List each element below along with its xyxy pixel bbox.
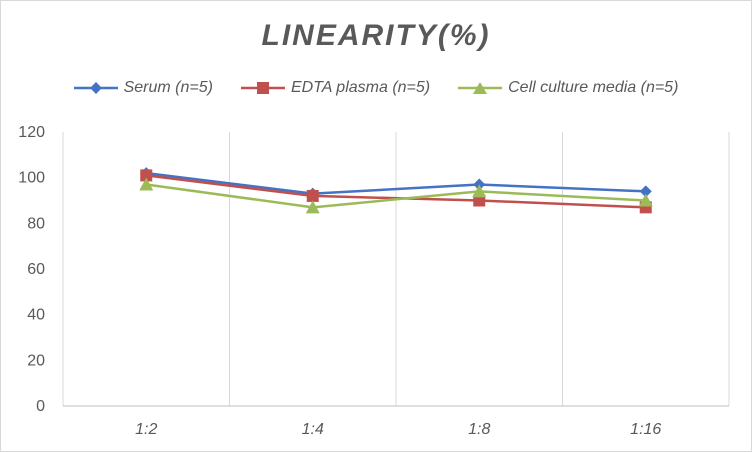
- legend-label-edta-plasma: EDTA plasma (n=5): [290, 79, 431, 96]
- x-tick-label: 1:4: [302, 421, 324, 438]
- data-point: [473, 194, 486, 207]
- y-tick-label: 20: [27, 352, 45, 369]
- y-tick-label: 120: [18, 124, 45, 141]
- legend-label-serum: Serum (n=5): [123, 79, 213, 96]
- legend-item-cell-culture-media: Cell culture media (n=5): [458, 79, 678, 97]
- x-tick-label: 1:16: [630, 421, 661, 438]
- y-tick-label: 40: [27, 307, 45, 324]
- y-tick-label: 100: [18, 170, 45, 187]
- legend-item-edta-plasma: EDTA plasma (n=5): [240, 79, 431, 97]
- legend: Serum (n=5) EDTA plasma (n=5) Cell cultu…: [1, 79, 751, 97]
- data-point: [139, 177, 154, 191]
- y-tick-label: 80: [27, 215, 45, 232]
- series-line: [146, 183, 646, 209]
- legend-marker-cell-culture-media: [458, 82, 503, 94]
- data-point: [472, 184, 487, 198]
- legend-item-serum: Serum (n=5): [73, 79, 213, 97]
- data-point: [305, 200, 320, 214]
- chart-title: LINEARITY(%): [261, 19, 491, 52]
- x-tick-label: 1:8: [468, 421, 490, 438]
- y-tick-label: 0: [36, 398, 45, 415]
- data-point: [306, 189, 319, 202]
- legend-marker-serum: [73, 82, 118, 94]
- y-tick-label: 60: [27, 261, 45, 278]
- data-point: [140, 169, 153, 182]
- x-tick-label: 1:2: [135, 421, 157, 438]
- series-line: [146, 171, 646, 195]
- legend-label-cell-culture-media: Cell culture media (n=5): [508, 79, 679, 96]
- legend-marker-edta-plasma: [240, 82, 285, 94]
- data-point: [638, 193, 653, 207]
- data-point: [639, 185, 652, 198]
